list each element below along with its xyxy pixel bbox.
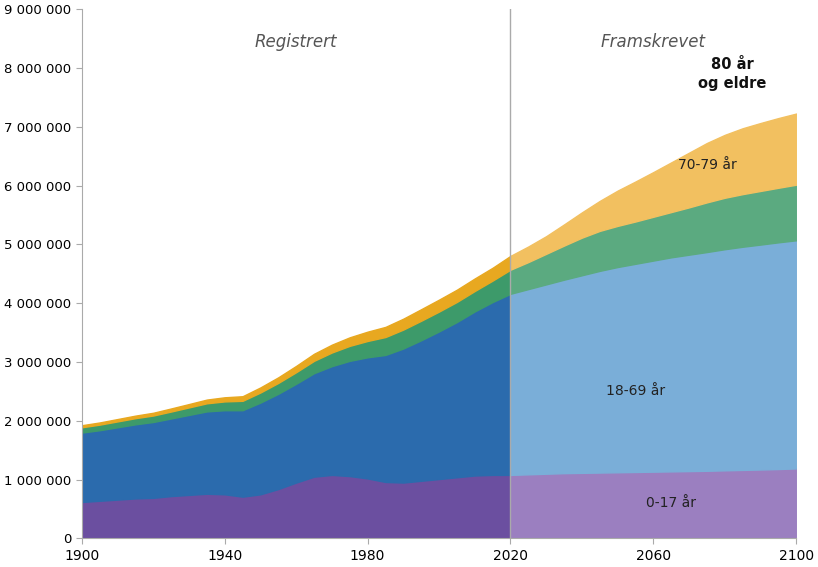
Text: Framskrevet: Framskrevet — [601, 33, 706, 50]
Text: 0-17 år: 0-17 år — [646, 496, 696, 510]
Text: Registrert: Registrert — [255, 33, 337, 50]
Text: 18-69 år: 18-69 år — [606, 384, 665, 399]
Text: 70-79 år: 70-79 år — [677, 158, 736, 172]
Text: 80 år
og eldre: 80 år og eldre — [698, 57, 766, 91]
